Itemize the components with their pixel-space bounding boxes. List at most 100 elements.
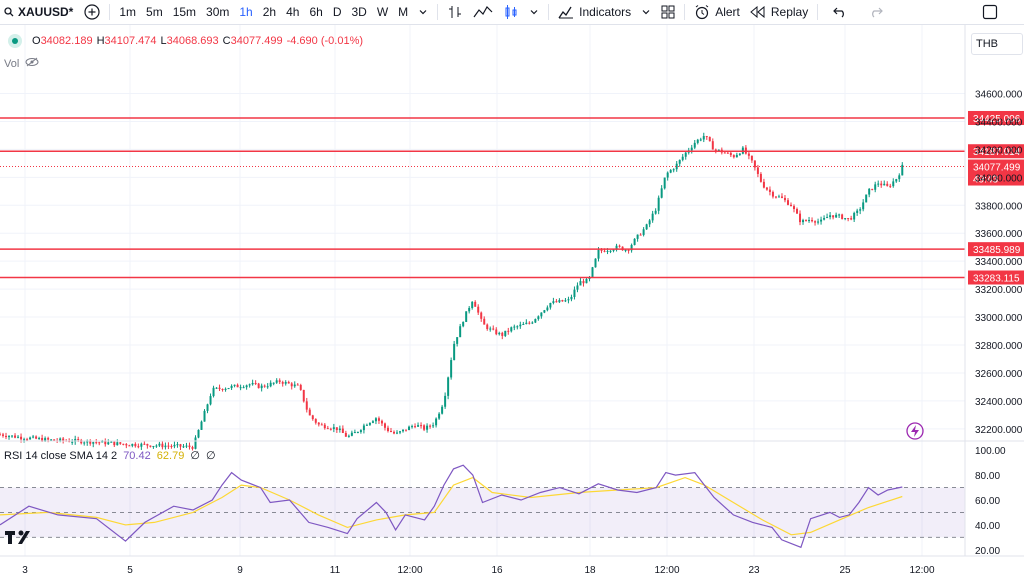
rsi-tick-label: 40.00 — [975, 521, 1000, 532]
candle-body — [104, 440, 107, 445]
market-status-dot[interactable] — [8, 34, 22, 48]
candle-body — [305, 401, 308, 410]
interval-6h[interactable]: 6h — [309, 5, 323, 19]
templates-icon[interactable] — [656, 2, 680, 22]
horizontal-levels[interactable]: 34425.006 34187.014 33485.989 33283.115 3407… — [0, 110, 1024, 285]
candle-body — [516, 326, 519, 328]
interval-2h[interactable]: 2h — [262, 5, 277, 19]
interval-3d[interactable]: 3D — [351, 5, 367, 19]
candle-body — [726, 152, 729, 154]
candle-body — [122, 443, 125, 445]
candle-body — [579, 281, 582, 286]
price-axis[interactable]: 34600.000 34400.000 34200.000 34000.000 3380… — [964, 25, 1023, 556]
candle-body — [639, 234, 642, 236]
candle-body — [606, 250, 609, 252]
chart-area[interactable]: 34425.006 34187.014 33485.989 33283.115 3407… — [0, 25, 1024, 581]
candle-body — [756, 167, 759, 174]
candle-body — [161, 443, 164, 448]
indicators-button[interactable]: Indicators — [553, 2, 636, 22]
candle-body — [570, 296, 573, 300]
symbol-name[interactable]: XAUUSD* — [16, 5, 73, 19]
candle-body — [140, 443, 143, 447]
add-symbol-icon[interactable] — [79, 2, 105, 22]
alert-button[interactable]: Alert — [689, 2, 745, 22]
candle-style-icon[interactable] — [498, 2, 524, 22]
candle-body — [531, 322, 534, 324]
rsi-sma-line — [0, 476, 903, 536]
candle-body — [420, 425, 423, 427]
candle-body — [747, 153, 750, 156]
time-tick-label: 12:00 — [397, 565, 422, 576]
candle-body — [504, 330, 507, 336]
interval-30m[interactable]: 30m — [206, 5, 230, 19]
candle-body — [323, 424, 326, 429]
candle-body — [317, 422, 320, 425]
line-style-icon[interactable] — [468, 2, 498, 22]
candle-body — [218, 387, 221, 390]
candle-body — [17, 436, 20, 438]
rsi-name: RSI 14 close SMA 14 2 — [4, 450, 118, 462]
interval-15m[interactable]: 15m — [172, 5, 197, 19]
candle-body — [895, 179, 898, 182]
candle-body — [462, 321, 465, 327]
candle-body — [62, 438, 65, 441]
candle-body — [666, 172, 669, 178]
chevron-down-icon[interactable] — [524, 2, 544, 22]
candle-body — [32, 436, 35, 438]
time-axis[interactable]: 3 5 9 11 12:00 16 18 12:00 23 25 12:00 — [0, 555, 1024, 576]
candle-body — [152, 446, 155, 448]
undo-icon[interactable] — [828, 2, 852, 22]
rsi-pane: 100.00 80.00 60.00 40.00 20.00 — [0, 440, 1024, 557]
candle-body — [441, 406, 444, 414]
bar-style-icon[interactable] — [442, 2, 468, 22]
candle-body — [200, 421, 203, 430]
candle-body — [308, 409, 311, 416]
interval-5m[interactable]: 5m — [146, 5, 163, 19]
change-value: -4.690 (-0.01%) — [286, 35, 364, 47]
candle-body — [98, 442, 101, 444]
candle-body — [242, 387, 245, 389]
candle-body — [814, 221, 817, 223]
candle-body — [80, 440, 83, 444]
candle-body — [711, 141, 714, 150]
interval-m[interactable]: M — [398, 5, 409, 19]
candle-body — [8, 436, 11, 438]
symbol-search-icon[interactable] — [0, 2, 16, 22]
candle-body — [624, 249, 627, 251]
candle-body — [859, 209, 862, 211]
candle-body — [847, 218, 850, 220]
interval-d[interactable]: D — [332, 5, 342, 19]
fullscreen-icon[interactable] — [977, 2, 1003, 22]
candle-body — [609, 250, 612, 252]
candle-body — [549, 302, 552, 308]
chevron-down-icon[interactable] — [413, 2, 433, 22]
candle-body — [426, 425, 429, 430]
lightning-icon[interactable] — [906, 422, 924, 440]
price-tick-label: 34600.000 — [975, 90, 1023, 101]
interval-4h[interactable]: 4h — [286, 5, 300, 19]
candle-body — [173, 444, 176, 447]
toolbar-divider — [684, 4, 686, 20]
candle-body — [771, 191, 774, 197]
candle-body — [826, 217, 829, 219]
candle-body — [750, 155, 753, 161]
currency-selector[interactable]: THB — [971, 33, 1023, 55]
candle-body — [832, 215, 835, 218]
interval-1h[interactable]: 1h — [239, 5, 253, 19]
candle-body — [402, 429, 405, 432]
candle-body — [883, 183, 886, 186]
candle-body — [275, 380, 278, 383]
candle-body — [197, 429, 200, 438]
chevron-down-icon[interactable] — [636, 2, 656, 22]
candle-body — [889, 185, 892, 187]
candle-body — [23, 439, 26, 441]
redo-icon[interactable] — [864, 2, 888, 22]
candle-body — [823, 218, 826, 220]
candle-body — [735, 154, 738, 158]
eye-crossed-icon[interactable] — [25, 57, 39, 70]
candle-body — [567, 299, 570, 301]
interval-1m[interactable]: 1m — [119, 5, 137, 19]
replay-button[interactable]: Replay — [745, 2, 813, 22]
candle-body — [648, 220, 651, 225]
interval-w[interactable]: W — [376, 5, 389, 19]
